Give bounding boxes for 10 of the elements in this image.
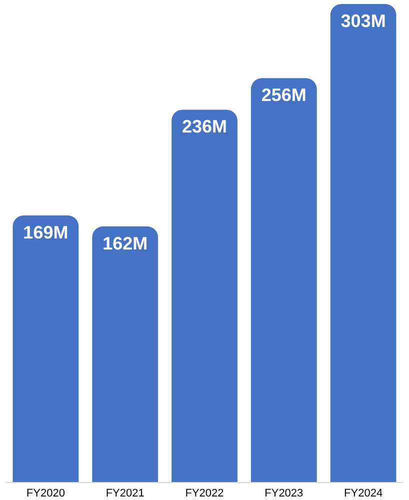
data-label: 256M	[261, 85, 306, 106]
x-tick-label: FY2022	[185, 488, 224, 500]
x-tick-label: FY2020	[26, 488, 65, 500]
x-tick-label: FY2021	[106, 488, 144, 500]
x-tick-label: FY2023	[264, 488, 304, 500]
data-label: 162M	[102, 233, 148, 254]
data-label: 303M	[340, 11, 386, 31]
data-label: 236M	[182, 116, 228, 137]
data-label: 169M	[23, 222, 68, 242]
x-tick-label: FY2024	[344, 488, 383, 500]
